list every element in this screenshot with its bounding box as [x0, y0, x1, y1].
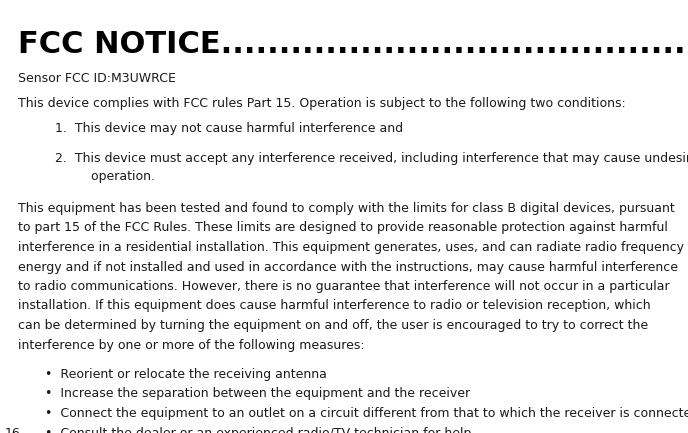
Text: FCC NOTICE......................................................................: FCC NOTICE..............................… — [18, 30, 688, 59]
Text: •  Consult the dealer or an experienced radio/TV technician for help: • Consult the dealer or an experienced r… — [45, 427, 471, 433]
Text: 1.  This device may not cause harmful interference and: 1. This device may not cause harmful int… — [55, 122, 403, 135]
Text: Sensor FCC ID:M3UWRCE: Sensor FCC ID:M3UWRCE — [18, 72, 176, 85]
Text: can be determined by turning the equipment on and off, the user is encouraged to: can be determined by turning the equipme… — [18, 319, 648, 332]
Text: 2.  This device must accept any interference received, including interference th: 2. This device must accept any interfere… — [55, 152, 688, 165]
Text: This device complies with FCC rules Part 15. Operation is subject to the followi: This device complies with FCC rules Part… — [18, 97, 626, 110]
Text: to radio communications. However, there is no guarantee that interference will n: to radio communications. However, there … — [18, 280, 669, 293]
Text: energy and if not installed and used in accordance with the instructions, may ca: energy and if not installed and used in … — [18, 261, 678, 274]
Text: installation. If this equipment does cause harmful interference to radio or tele: installation. If this equipment does cau… — [18, 300, 651, 313]
Text: This equipment has been tested and found to comply with the limits for class B d: This equipment has been tested and found… — [18, 202, 675, 215]
Text: •  Reorient or relocate the receiving antenna: • Reorient or relocate the receiving ant… — [45, 368, 327, 381]
Text: •  Connect the equipment to an outlet on a circuit different from that to which : • Connect the equipment to an outlet on … — [45, 407, 688, 420]
Text: 16: 16 — [5, 427, 21, 433]
Text: interference by one or more of the following measures:: interference by one or more of the follo… — [18, 339, 365, 352]
Text: operation.: operation. — [55, 170, 155, 183]
Text: interference in a residential installation. This equipment generates, uses, and : interference in a residential installati… — [18, 241, 684, 254]
Text: •  Increase the separation between the equipment and the receiver: • Increase the separation between the eq… — [45, 388, 470, 401]
Text: to part 15 of the FCC Rules. These limits are designed to provide reasonable pro: to part 15 of the FCC Rules. These limit… — [18, 222, 668, 235]
